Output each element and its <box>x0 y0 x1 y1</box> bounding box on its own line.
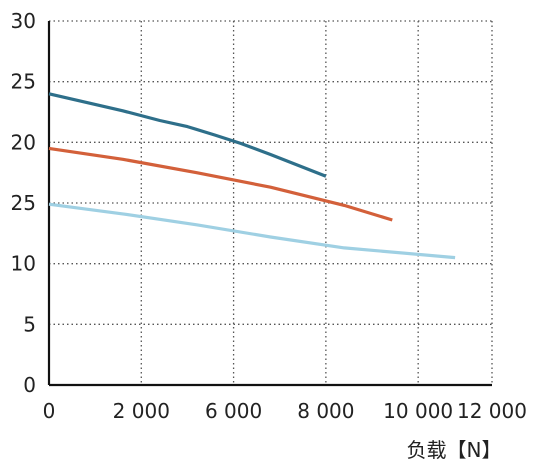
x-tick-labels: 0 2 000 6 000 8 000 10 000 12 000 <box>43 399 527 423</box>
x-tick-label: 12 000 <box>457 399 527 423</box>
y-tick-labels: 0 5 10 25 20 25 30 <box>11 9 36 397</box>
grid <box>49 20 493 385</box>
series-line-3 <box>48 202 456 260</box>
y-tick-label: 25 <box>11 70 36 94</box>
x-tick-label: 6 000 <box>205 399 262 423</box>
x-tick-label: 2 000 <box>113 399 170 423</box>
y-tick-label: 20 <box>11 130 36 154</box>
axes <box>47 21 492 387</box>
x-axis-label: 负载【N】 <box>407 438 502 462</box>
y-tick-label: 0 <box>23 373 36 397</box>
x-tick-label: 8 000 <box>297 399 354 423</box>
y-tick-label: 5 <box>23 312 36 336</box>
x-tick-label: 10 000 <box>383 399 453 423</box>
y-tick-label: 10 <box>11 252 36 276</box>
y-tick-label: 25 <box>11 191 36 215</box>
series-line-2 <box>48 146 393 222</box>
series-lines <box>48 92 456 260</box>
y-tick-label: 30 <box>11 9 36 33</box>
series-line-1 <box>48 92 327 178</box>
x-tick-label: 0 <box>43 399 56 423</box>
